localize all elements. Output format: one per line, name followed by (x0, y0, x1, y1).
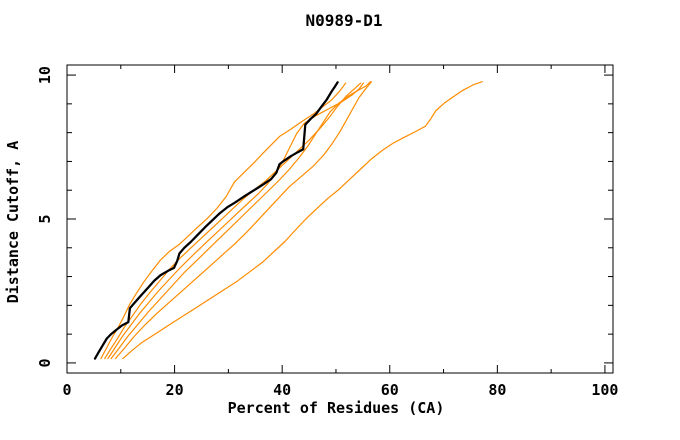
x-tick-label: 40 (273, 381, 291, 399)
x-tick-label: 80 (488, 381, 506, 399)
axis-ticks (66, 65, 613, 373)
y-tick-label: 5 (36, 214, 54, 223)
series-line-orange-model-2 (104, 82, 362, 360)
y-tick-label: 10 (36, 66, 54, 84)
series-line-orange-model-6-outlier (122, 81, 483, 360)
x-tick-label: 0 (62, 381, 71, 399)
plot-series (93, 81, 483, 360)
axis-tick-labels: 0 20 40 60 80 100 0 5 10 (36, 66, 618, 399)
x-tick-label: 20 (166, 381, 184, 399)
series-line-orange-model-5 (114, 81, 373, 360)
series-line-orange-model-4 (110, 81, 371, 360)
y-axis-label: Distance Cutoff, A (4, 141, 22, 304)
y-tick-label: 0 (36, 358, 54, 367)
x-tick-label: 100 (591, 381, 618, 399)
x-axis-label: Percent of Residues (CA) (228, 399, 445, 417)
series-line-orange-model-3 (107, 82, 364, 360)
series-line-orange-model-1 (100, 82, 347, 360)
plot-border (66, 64, 614, 374)
plot-frame (66, 64, 614, 374)
x-tick-label: 60 (381, 381, 399, 399)
chart-title: N0989-D1 (305, 11, 382, 30)
series-line-black-model-highlight (93, 81, 339, 360)
